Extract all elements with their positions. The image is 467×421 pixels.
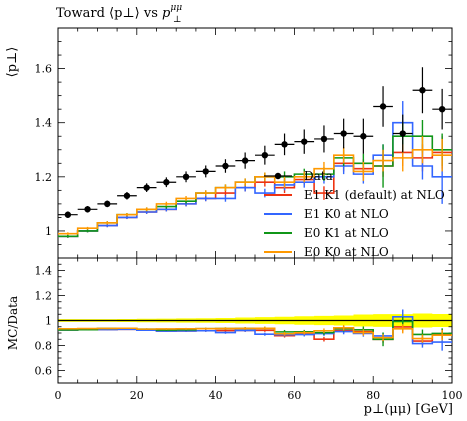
data-point [182,173,190,181]
main-panel: 1 1.2 1.4 1.6 [35,27,453,259]
data-point [64,211,72,218]
x-tick-label: 80 [366,389,380,402]
x-tick-label: 20 [130,389,144,402]
data-point [360,133,367,140]
data-point [419,87,426,94]
data-point [301,138,308,145]
x-axis-label: p⊥(μμ) [GeV] [364,402,453,417]
legend-label: E1 K1 (default) at NLO [304,188,445,202]
legend-label: E0 K0 at NLO [304,245,389,259]
series-1-line [58,121,452,238]
data-point [222,162,229,170]
x-tick-label: 40 [209,389,223,402]
data-point [104,200,111,208]
legend-label: E0 K1 at NLO [304,226,389,240]
top-y-tick-label: 1.4 [35,117,53,130]
title-sup: μμ [170,3,182,13]
y-axis-label-top: ⟨p⊥⟩ [5,47,20,78]
data-point [143,184,150,191]
bottom-y-tick-label: 1.2 [35,290,53,303]
data-point [399,130,406,137]
data-point [320,135,328,143]
data-point [202,168,209,175]
data-point [123,192,131,199]
x-tick-label: 0 [55,389,62,402]
data-point [241,157,249,164]
x-tick-label: 60 [287,389,301,402]
top-y-tick-label: 1 [45,225,52,238]
data-point [163,179,170,186]
legend-label: E1 K0 at NLO [304,207,389,221]
bottom-y-tick-label: 1 [45,315,52,328]
data-point [340,130,347,137]
y-axis-label-bottom: MC/Data [6,296,20,350]
legend: Data E1 K1 (default) at NLO E1 K0 at NLO E0… [264,169,445,259]
title-sub: ⊥ [173,15,181,25]
top-y-tick-label: 1.6 [35,63,53,76]
bottom-y-tick-label: 1.4 [35,265,53,278]
data-point [84,206,91,213]
ratio-panel: 0 20 40 60 80 100 0.6 0.8 1 1.2 1.4 [35,257,463,402]
bottom-y-tick-label: 0.8 [35,340,53,353]
chart-title: Toward ⟨p⊥⟩ vs pμμ ⊥ [56,3,182,25]
data-point [438,105,446,113]
legend-label: Data [304,169,333,183]
x-tick-label: 100 [442,389,463,402]
data-point [281,141,288,148]
data-point [379,103,387,110]
title-var: p [162,6,171,21]
data-point [261,151,269,159]
legend-marker-data-point [274,172,282,180]
top-y-tick-label: 1.2 [35,171,53,184]
title-main: Toward ⟨p⊥⟩ vs [56,6,162,21]
bottom-y-tick-label: 0.6 [35,365,53,378]
